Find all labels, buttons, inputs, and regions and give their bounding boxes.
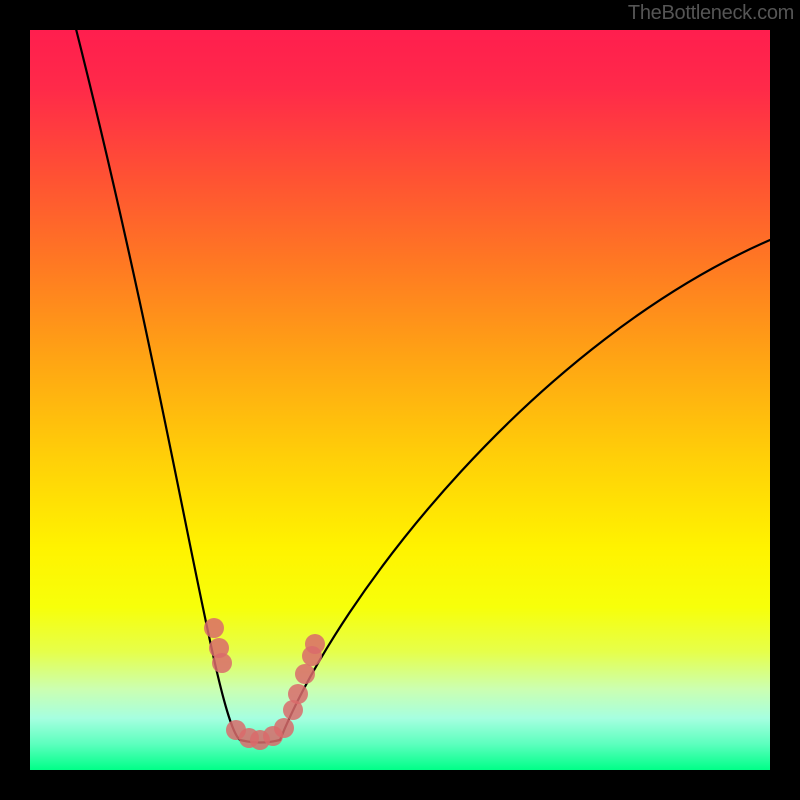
chart-container: TheBottleneck.com — [0, 0, 800, 800]
data-marker — [212, 653, 232, 673]
data-marker — [295, 664, 315, 684]
data-marker — [288, 684, 308, 704]
curve-layer — [0, 0, 800, 800]
bottleneck-curve — [75, 25, 770, 743]
data-marker — [274, 718, 294, 738]
attribution-text: TheBottleneck.com — [628, 2, 794, 25]
data-marker — [204, 618, 224, 638]
plot-area — [30, 30, 770, 770]
data-marker — [305, 634, 325, 654]
